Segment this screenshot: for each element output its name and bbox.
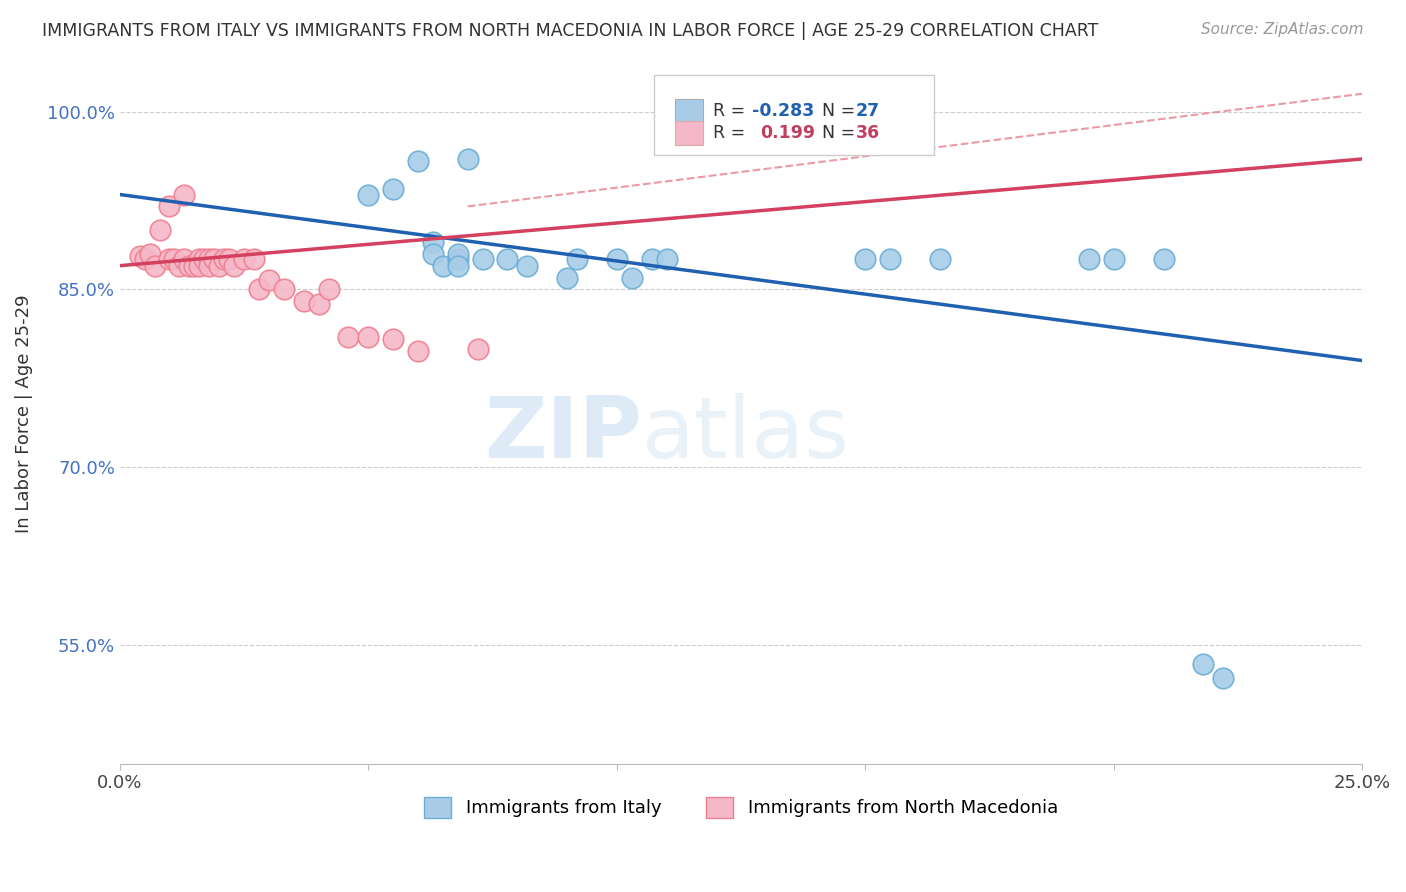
- Point: [243, 252, 266, 266]
- Text: -0.283: -0.283: [752, 102, 814, 120]
- Point: [655, 252, 678, 266]
- Text: N =: N =: [823, 102, 860, 120]
- Point: [257, 273, 280, 287]
- Point: [193, 252, 215, 266]
- Point: [159, 199, 181, 213]
- Point: [202, 252, 225, 266]
- Point: [292, 294, 315, 309]
- Y-axis label: In Labor Force | Age 25-29: In Labor Force | Age 25-29: [15, 294, 32, 533]
- Point: [1153, 252, 1175, 266]
- Point: [565, 252, 588, 266]
- Point: [1192, 657, 1215, 672]
- Point: [198, 252, 221, 266]
- Point: [188, 252, 211, 266]
- Point: [879, 252, 901, 266]
- Point: [457, 152, 479, 166]
- FancyBboxPatch shape: [675, 99, 703, 123]
- Point: [247, 282, 270, 296]
- Point: [143, 259, 166, 273]
- Point: [337, 330, 360, 344]
- Point: [853, 252, 876, 266]
- FancyBboxPatch shape: [654, 75, 934, 155]
- FancyBboxPatch shape: [675, 121, 703, 145]
- Point: [606, 252, 628, 266]
- Point: [1212, 672, 1234, 686]
- Legend: Immigrants from Italy, Immigrants from North Macedonia: Immigrants from Italy, Immigrants from N…: [416, 789, 1066, 825]
- Point: [134, 252, 156, 266]
- Point: [382, 332, 405, 346]
- Text: R =: R =: [713, 102, 751, 120]
- Text: Source: ZipAtlas.com: Source: ZipAtlas.com: [1201, 22, 1364, 37]
- Point: [422, 235, 444, 249]
- Point: [222, 259, 245, 273]
- Point: [929, 252, 952, 266]
- Point: [148, 223, 170, 237]
- Point: [620, 270, 643, 285]
- Point: [406, 154, 429, 169]
- Text: IMMIGRANTS FROM ITALY VS IMMIGRANTS FROM NORTH MACEDONIA IN LABOR FORCE | AGE 25: IMMIGRANTS FROM ITALY VS IMMIGRANTS FROM…: [42, 22, 1098, 40]
- Text: 36: 36: [855, 124, 880, 142]
- Point: [555, 270, 578, 285]
- Text: 27: 27: [855, 102, 880, 120]
- Point: [1102, 252, 1125, 266]
- Point: [382, 181, 405, 195]
- Point: [208, 259, 231, 273]
- Point: [183, 259, 205, 273]
- Point: [128, 249, 150, 263]
- Point: [357, 187, 380, 202]
- Point: [447, 252, 470, 266]
- Point: [640, 252, 662, 266]
- Point: [318, 282, 340, 296]
- Text: ZIP: ZIP: [484, 393, 641, 476]
- Point: [179, 259, 201, 273]
- Point: [308, 296, 330, 310]
- Point: [218, 252, 240, 266]
- Point: [233, 252, 256, 266]
- Text: R =: R =: [713, 124, 751, 142]
- Point: [173, 252, 195, 266]
- Point: [447, 259, 470, 273]
- Point: [447, 247, 470, 261]
- Point: [357, 330, 380, 344]
- Point: [432, 259, 454, 273]
- Point: [138, 247, 160, 261]
- Point: [471, 252, 494, 266]
- Text: atlas: atlas: [641, 393, 849, 476]
- Point: [496, 252, 519, 266]
- Point: [173, 187, 195, 202]
- Point: [422, 247, 444, 261]
- Text: 0.199: 0.199: [759, 124, 814, 142]
- Point: [212, 252, 235, 266]
- Text: N =: N =: [823, 124, 860, 142]
- Point: [198, 259, 221, 273]
- Point: [163, 252, 186, 266]
- Point: [273, 282, 295, 296]
- Point: [516, 259, 538, 273]
- Point: [406, 344, 429, 359]
- Point: [159, 252, 181, 266]
- Point: [1078, 252, 1101, 266]
- Point: [467, 342, 489, 356]
- Point: [188, 259, 211, 273]
- Point: [169, 259, 191, 273]
